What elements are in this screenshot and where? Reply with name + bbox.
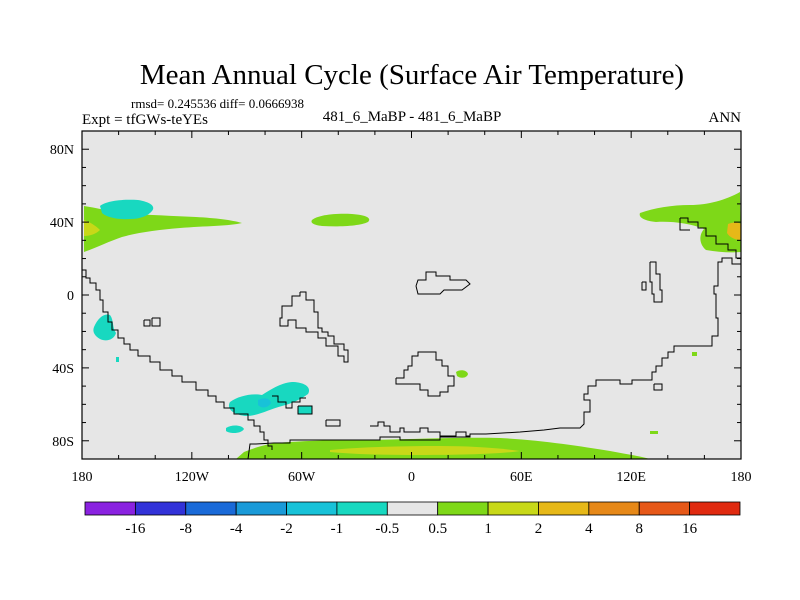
south-atlantic-cold-fleck [298,406,312,414]
map-background [82,131,741,459]
experiment-label: Expt = tfGWs-teYEs [82,112,208,128]
colorbar-label: -0.5 [375,521,399,537]
colorbar-swatch [487,501,539,516]
north-atlantic-warm-patch [311,213,370,227]
colorbar-swatch [538,501,590,516]
colorbar-swatch [588,501,640,516]
stats-line: rmsd= 0.245536 diff= 0.0666938 [131,96,304,111]
tropical-pacific-cold-patch [93,314,116,341]
south-atlantic-colder-core [258,398,271,408]
x-tick-label: 180 [72,470,93,485]
colorbar-swatch [185,501,237,516]
x-axis: 180 120W 60W 0 60E 120E 180 [72,131,752,485]
colorbar-label: -16 [125,521,145,537]
map-plot [81,130,742,460]
colorbar-swatch [336,501,388,516]
coastlines [82,217,741,460]
small-warm-dot-1 [456,370,468,378]
colorbar-label: 16 [682,521,698,537]
colorbar-swatch [286,501,338,516]
y-tick-label: 80S [52,435,74,450]
colorbar-swatch [386,501,439,516]
y-tick-label: 40S [52,362,74,377]
comparison-label: 481_6_MaBP - 481_6_MaBP [323,109,502,125]
colorbar-label: 1 [484,521,492,537]
south-atlantic-cold-small [226,425,244,434]
x-tick-label: 60E [510,470,533,485]
colorbar-swatch [689,501,741,516]
season-label: ANN [709,110,742,126]
colorbar-swatch [638,501,691,516]
colorbar-label: -1 [331,521,344,537]
x-tick-label: 120E [616,470,646,485]
colorbar-label: -4 [230,521,243,537]
colorbar-label: 8 [635,521,643,537]
colorbar-label: -2 [280,521,293,537]
small-warm-dot-2 [692,352,697,356]
colorbar-swatch [235,501,287,516]
southern-ocean-warm-core [330,446,520,455]
colorbar-label: 2 [535,521,543,537]
x-tick-label: 180 [731,470,752,485]
colorbar-swatch [134,501,187,516]
south-atlantic-cold-patch [228,382,310,416]
east-asia-warm-core [727,222,741,240]
colorbar-swatch [437,501,489,516]
colorbar-swatch [84,501,136,516]
y-axis: 80N 40N 0 40S 80S [50,143,741,450]
colorbar-label: 0.5 [428,521,447,537]
chart-title: Mean Annual Cycle (Surface Air Temperatu… [140,59,684,91]
x-tick-label: 120W [175,470,210,485]
x-tick-label: 0 [408,470,415,485]
y-tick-label: 0 [67,289,74,304]
colorbar-label: -8 [180,521,193,537]
y-tick-label: 80N [50,143,74,158]
tropical-pacific-cold-dot [116,357,119,362]
x-tick-label: 60W [288,470,316,485]
small-warm-dot-3 [650,431,658,434]
north-pacific-warm-core [84,220,100,236]
north-pacific-cold-patch [100,199,154,220]
colorbar-label: 4 [585,521,593,537]
y-tick-label: 40N [50,216,74,231]
colorbar: -16 -8 -4 -2 -1 -0.5 0.5 1 2 4 8 16 [84,501,741,537]
